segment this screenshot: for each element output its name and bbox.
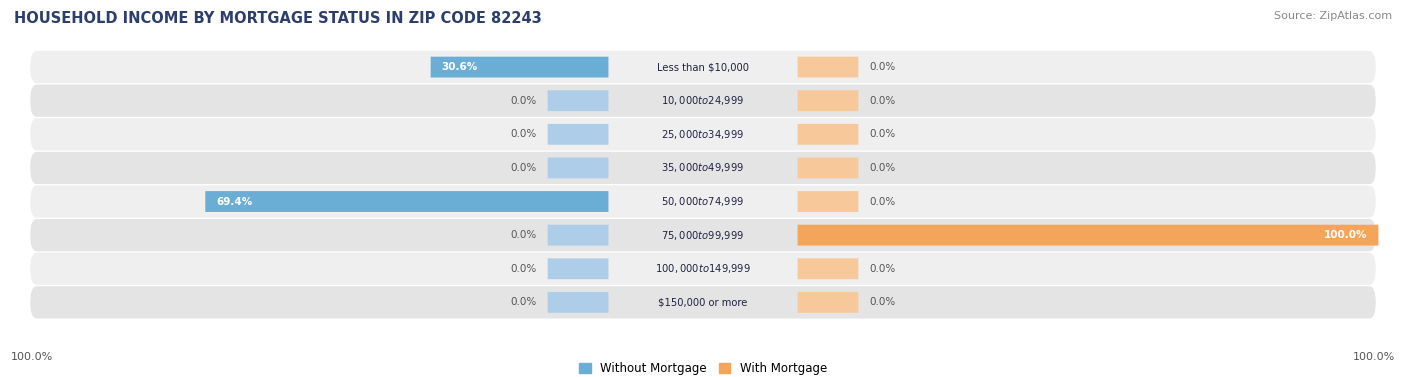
Text: $10,000 to $24,999: $10,000 to $24,999 xyxy=(661,94,745,107)
Legend: Without Mortgage, With Mortgage: Without Mortgage, With Mortgage xyxy=(574,357,832,377)
FancyBboxPatch shape xyxy=(548,90,609,111)
Text: 0.0%: 0.0% xyxy=(869,297,896,307)
Text: 100.0%: 100.0% xyxy=(1324,230,1368,240)
Text: HOUSEHOLD INCOME BY MORTGAGE STATUS IN ZIP CODE 82243: HOUSEHOLD INCOME BY MORTGAGE STATUS IN Z… xyxy=(14,11,541,26)
FancyBboxPatch shape xyxy=(797,124,858,145)
FancyBboxPatch shape xyxy=(797,292,858,313)
Text: 0.0%: 0.0% xyxy=(869,163,896,173)
Text: $150,000 or more: $150,000 or more xyxy=(658,297,748,307)
FancyBboxPatch shape xyxy=(31,51,1375,83)
Text: Less than $10,000: Less than $10,000 xyxy=(657,62,749,72)
FancyBboxPatch shape xyxy=(31,253,1375,285)
Text: 0.0%: 0.0% xyxy=(510,96,537,106)
FancyBboxPatch shape xyxy=(548,225,609,245)
Text: 0.0%: 0.0% xyxy=(869,196,896,207)
Text: 0.0%: 0.0% xyxy=(510,264,537,274)
FancyBboxPatch shape xyxy=(205,191,609,212)
FancyBboxPatch shape xyxy=(797,191,858,212)
FancyBboxPatch shape xyxy=(797,57,858,78)
Text: 0.0%: 0.0% xyxy=(869,129,896,139)
FancyBboxPatch shape xyxy=(797,225,1378,245)
FancyBboxPatch shape xyxy=(31,118,1375,150)
Text: $50,000 to $74,999: $50,000 to $74,999 xyxy=(661,195,745,208)
Text: 100.0%: 100.0% xyxy=(11,352,53,362)
Text: 0.0%: 0.0% xyxy=(869,62,896,72)
Text: 0.0%: 0.0% xyxy=(869,96,896,106)
Text: 0.0%: 0.0% xyxy=(869,264,896,274)
Text: 0.0%: 0.0% xyxy=(510,163,537,173)
FancyBboxPatch shape xyxy=(548,258,609,279)
FancyBboxPatch shape xyxy=(430,57,609,78)
FancyBboxPatch shape xyxy=(31,84,1375,117)
Text: 0.0%: 0.0% xyxy=(510,297,537,307)
Text: 0.0%: 0.0% xyxy=(510,230,537,240)
Text: $100,000 to $149,999: $100,000 to $149,999 xyxy=(655,262,751,275)
Text: Source: ZipAtlas.com: Source: ZipAtlas.com xyxy=(1274,11,1392,21)
Text: 0.0%: 0.0% xyxy=(510,129,537,139)
Text: $75,000 to $99,999: $75,000 to $99,999 xyxy=(661,228,745,242)
Text: $35,000 to $49,999: $35,000 to $49,999 xyxy=(661,161,745,175)
FancyBboxPatch shape xyxy=(797,158,858,178)
Text: $25,000 to $34,999: $25,000 to $34,999 xyxy=(661,128,745,141)
FancyBboxPatch shape xyxy=(31,152,1375,184)
Text: 30.6%: 30.6% xyxy=(441,62,478,72)
FancyBboxPatch shape xyxy=(31,219,1375,251)
FancyBboxPatch shape xyxy=(31,286,1375,319)
FancyBboxPatch shape xyxy=(548,292,609,313)
FancyBboxPatch shape xyxy=(548,124,609,145)
FancyBboxPatch shape xyxy=(548,158,609,178)
FancyBboxPatch shape xyxy=(31,185,1375,218)
Text: 69.4%: 69.4% xyxy=(217,196,252,207)
Text: 100.0%: 100.0% xyxy=(1353,352,1395,362)
FancyBboxPatch shape xyxy=(797,258,858,279)
FancyBboxPatch shape xyxy=(797,90,858,111)
